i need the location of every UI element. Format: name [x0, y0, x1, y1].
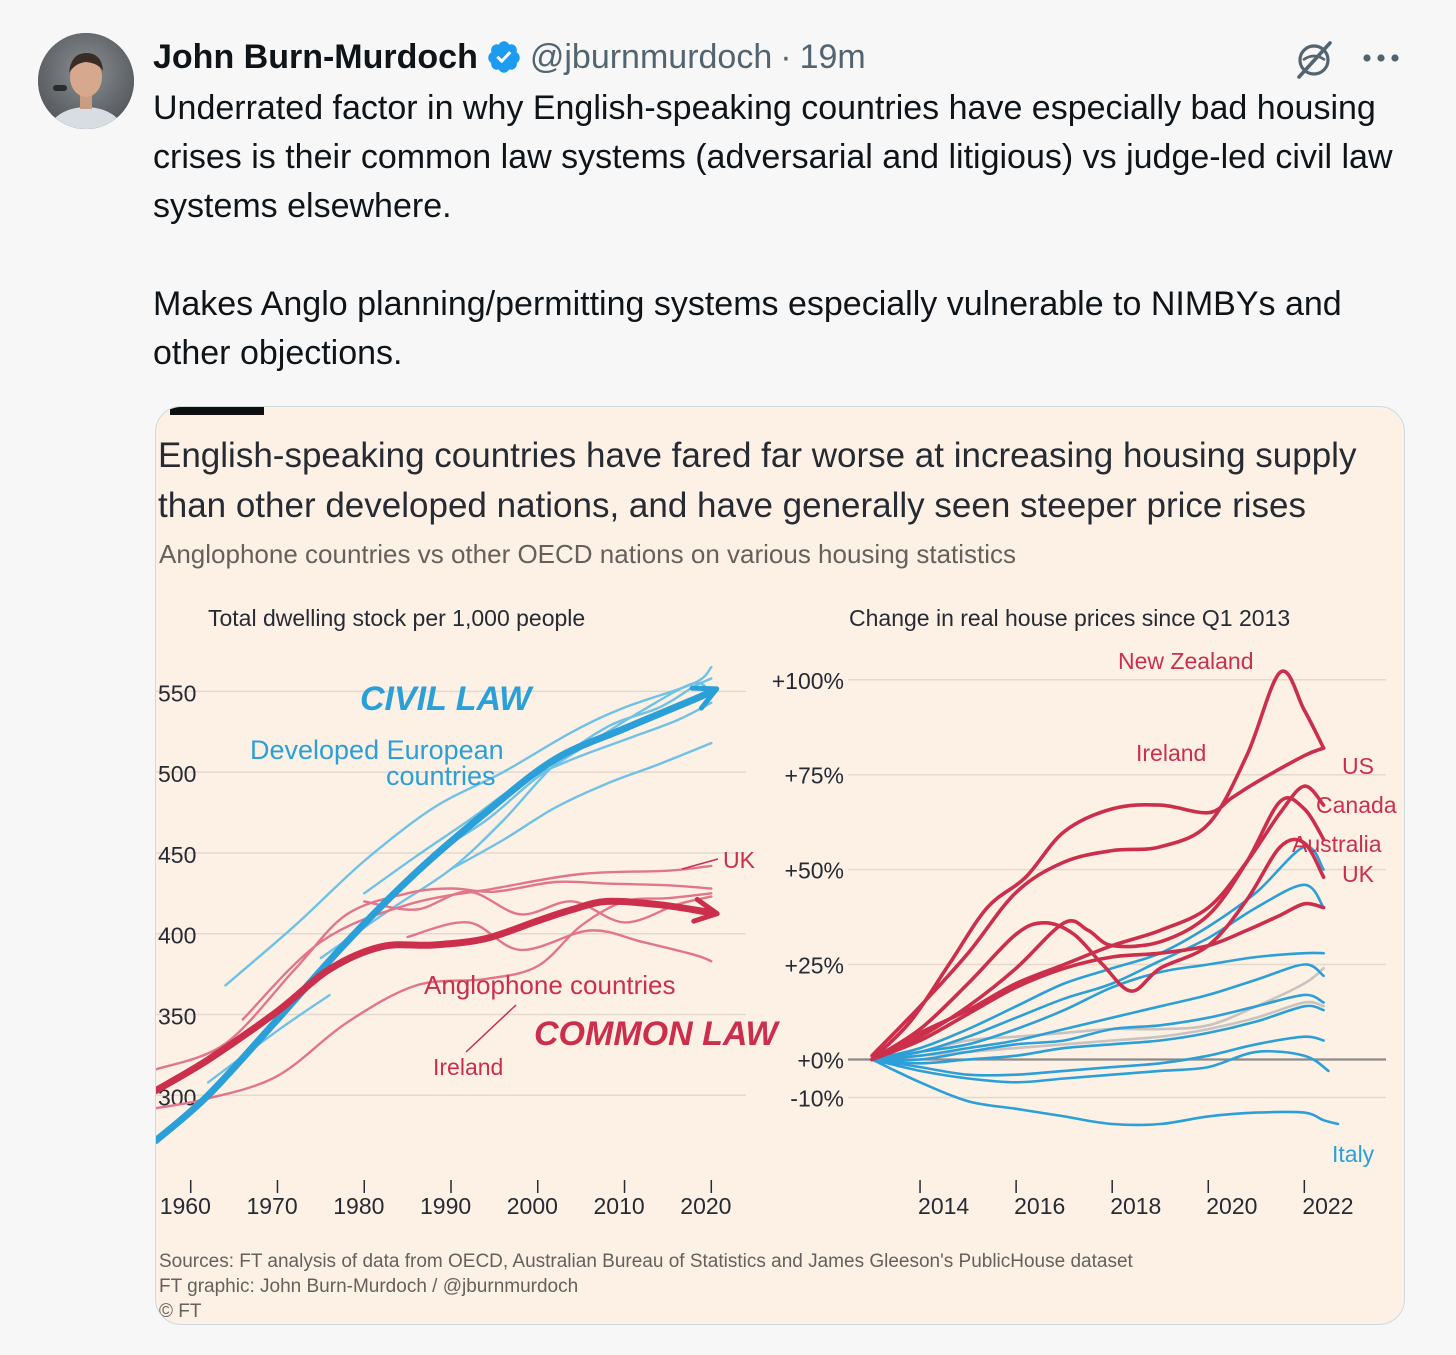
left-y-tick-label: 350 [158, 1004, 196, 1030]
right-series-line [870, 796, 1326, 1062]
left-x-tick-label: 1990 [420, 1193, 471, 1219]
right-series-line [870, 784, 1326, 1062]
avatar[interactable] [38, 33, 134, 129]
ireland-price-label: Ireland [1136, 740, 1206, 766]
graphic-credit: FT graphic: John Burn-Murdoch / @jburnmu… [159, 1276, 579, 1297]
tweet-paragraph: Makes Anglo planning/permitting systems … [153, 285, 1342, 372]
left-series-line [206, 993, 331, 1084]
left-panel-title: Total dwelling stock per 1,000 people [208, 605, 586, 631]
uk-price-label: UK [1342, 861, 1375, 887]
left-series-line [319, 677, 713, 960]
more-icon[interactable] [1360, 48, 1402, 68]
verified-badge-icon[interactable] [486, 39, 522, 75]
tweet-text: Underrated factor in why English-speakin… [153, 84, 1423, 378]
right-series-line [870, 901, 1326, 1062]
right-x-tick-label: 2018 [1110, 1193, 1161, 1219]
right-y-tick-label: +100% [772, 668, 844, 694]
left-series-line [241, 864, 713, 1021]
media-card[interactable]: English-speaking countries have fared fa… [155, 406, 1405, 1325]
right-series-line [870, 845, 1325, 1061]
left-series-line [156, 897, 715, 1094]
ft-accent-bar [170, 407, 264, 415]
right-series-line [870, 837, 1326, 1062]
right-x-tick-label: 2020 [1206, 1193, 1257, 1219]
sources-note: Sources: FT analysis of data from OECD, … [159, 1251, 1133, 1272]
canada-label: Canada [1316, 792, 1397, 818]
author-handle[interactable]: @jburnmurdoch [529, 37, 773, 76]
right-y-tick-label: +50% [785, 858, 844, 884]
tweet-paragraph: Underrated factor in why English-speakin… [153, 89, 1393, 225]
left-y-tick-label: 550 [158, 680, 196, 706]
chart-subtitle: Anglophone countries vs other OECD natio… [159, 539, 1017, 569]
separator-dot: · [780, 37, 792, 76]
right-y-tick-label: +25% [785, 953, 844, 979]
right-series-line [870, 1004, 1325, 1065]
right-series-line [870, 951, 1325, 1061]
left-series-line [156, 880, 713, 1071]
right-y-tick-label: +0% [797, 1047, 844, 1073]
left-series-arrow [689, 685, 720, 711]
left-y-tick-label: 500 [158, 761, 196, 787]
grok-icon[interactable] [1292, 38, 1336, 82]
ireland-label: Ireland [433, 1054, 503, 1080]
anglophone-label: Anglophone countries [424, 970, 676, 1000]
left-series-line [406, 921, 713, 963]
ireland-label-leader [465, 1004, 517, 1053]
timestamp[interactable]: 19m [799, 37, 866, 76]
copyright: © FT [159, 1301, 202, 1322]
italy-label: Italy [1332, 1141, 1375, 1167]
civil-law-label: CIVIL LAW [360, 680, 534, 718]
right-panel-title: Change in real house prices since Q1 201… [849, 605, 1291, 631]
chart-title: English-speaking countries have fared fa… [158, 436, 1357, 525]
left-x-tick-label: 2000 [507, 1193, 558, 1219]
left-series-arrow [691, 896, 720, 924]
tweet-header: John Burn-Murdoch @jburnmurdoch · 19m [153, 34, 866, 80]
left-series-line [224, 666, 713, 987]
new-zealand-label: New Zealand [1118, 648, 1254, 674]
right-series-line [870, 993, 1325, 1062]
australia-label: Australia [1292, 831, 1382, 857]
right-x-tick-label: 2014 [918, 1193, 969, 1219]
right-y-tick-label: -10% [790, 1085, 844, 1111]
left-x-tick-label: 2020 [680, 1193, 731, 1219]
left-y-tick-label: 450 [158, 842, 196, 868]
right-series-line [870, 963, 1325, 1061]
left-series-line [363, 701, 713, 895]
right-series-line [870, 746, 1326, 1062]
left-series-line [156, 687, 715, 1144]
right-series-line [870, 1000, 1325, 1061]
chart-footer: Sources: FT analysis of data from OECD, … [159, 1249, 1133, 1324]
right-x-tick-label: 2016 [1014, 1193, 1065, 1219]
right-x-tick-label: 2022 [1302, 1193, 1353, 1219]
left-y-tick-label: 400 [158, 923, 196, 949]
left-x-tick-label: 1960 [160, 1193, 211, 1219]
us-label: US [1342, 753, 1374, 779]
uk-label: UK [723, 847, 756, 873]
uk-label-leader [681, 858, 719, 870]
left-x-tick-label: 2010 [594, 1193, 645, 1219]
left-x-tick-label: 1970 [246, 1193, 297, 1219]
right-series-line [870, 669, 1326, 1058]
left-series-line [449, 741, 713, 871]
author-name[interactable]: John Burn-Murdoch [153, 37, 478, 76]
civil-countries-label: countries [386, 761, 496, 791]
right-series-line [870, 1049, 1330, 1084]
right-series-line [870, 1058, 1340, 1127]
civil-countries-label: Developed European [250, 735, 504, 765]
common-law-label: COMMON LAW [534, 1015, 781, 1053]
right-series-line [870, 1035, 1325, 1077]
right-y-tick-label: +75% [785, 763, 844, 789]
right-series-line [870, 883, 1325, 1061]
left-x-tick-label: 1980 [333, 1193, 384, 1219]
